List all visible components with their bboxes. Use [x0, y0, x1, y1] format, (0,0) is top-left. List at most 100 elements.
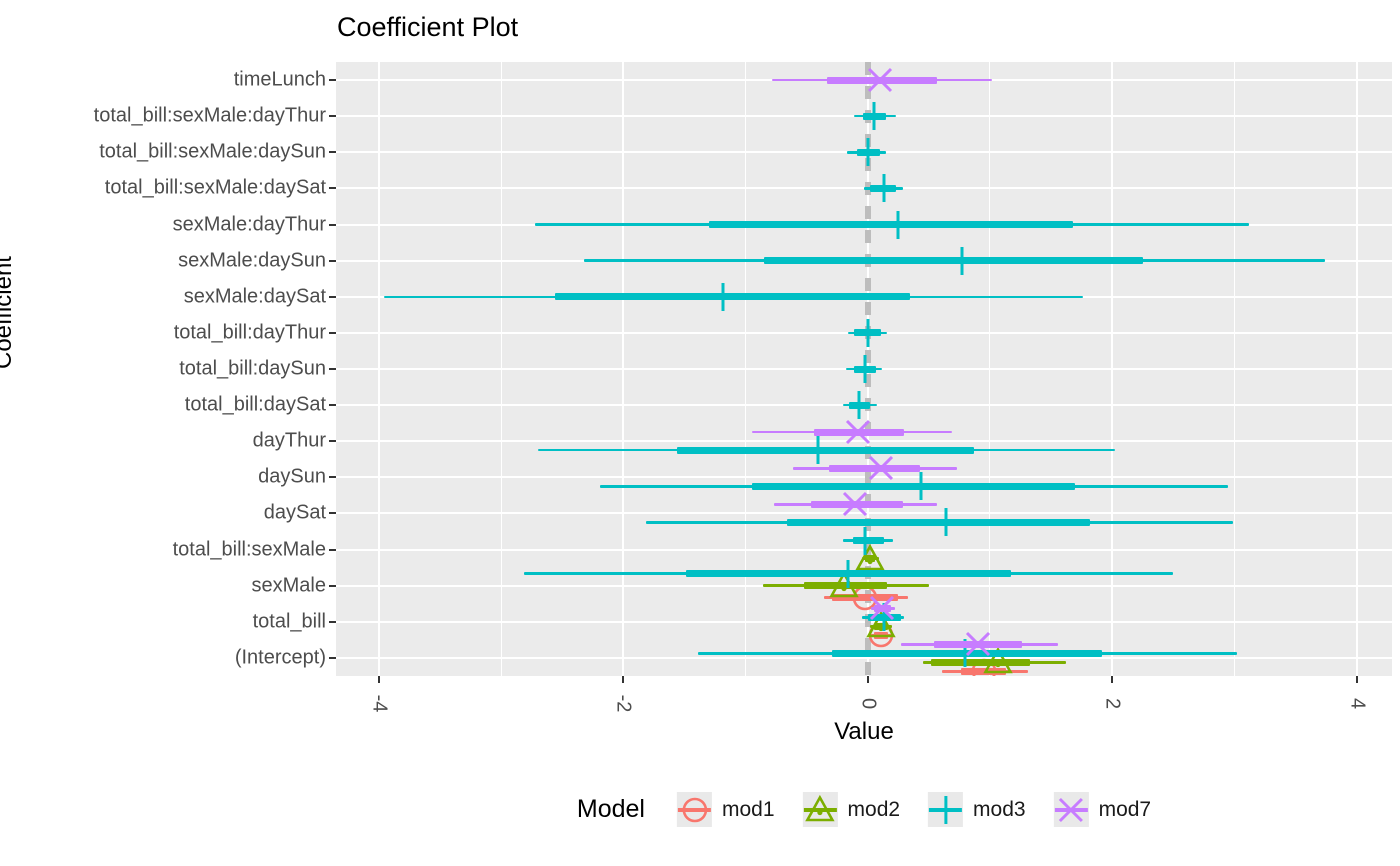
- category-label: total_bill:dayThur: [173, 321, 326, 344]
- y-axis-tick: [329, 584, 336, 587]
- legend-label-mod3: mod3: [973, 797, 1026, 821]
- legend-label-mod1: mod1: [721, 797, 775, 821]
- ci-inner-mod3: [787, 518, 1091, 526]
- legend-key-line: [677, 807, 711, 812]
- category-label: daySun: [258, 465, 326, 488]
- legend-key-mod3: [928, 792, 964, 827]
- legend-label-mod2: mod2: [847, 797, 901, 821]
- estimate-marker-mod7: [867, 67, 892, 93]
- estimate-marker-mod7: [870, 596, 895, 621]
- category-label: (Intercept): [234, 646, 326, 669]
- y-axis-tick: [329, 115, 336, 118]
- legend-entry-mod3: mod3: [928, 792, 1026, 827]
- category-label: total_bill:sexMale:dayThur: [93, 104, 326, 127]
- category-label: timeLunch: [233, 68, 326, 91]
- estimate-marker-mod2: [983, 647, 1014, 674]
- x-axis-tick: [1111, 676, 1114, 683]
- estimate-marker-mod3: [882, 174, 886, 203]
- estimate-marker-mod3: [866, 138, 870, 167]
- y-axis-tick: [329, 440, 336, 443]
- ci-inner-mod2: [804, 582, 888, 590]
- ci-inner-mod3: [853, 537, 884, 545]
- mod2-legend-icon: [805, 794, 835, 821]
- legend: Model mod1 mod2 mod3 mod7: [577, 792, 1151, 827]
- major-gridline-y: [336, 620, 1392, 623]
- estimate-marker-mod7: [869, 456, 894, 481]
- estimate-marker-mod3: [721, 282, 725, 311]
- category-label: total_bill:daySun: [179, 357, 326, 380]
- x-axis-tick: [1355, 676, 1358, 683]
- y-axis-tick: [329, 368, 336, 370]
- legend-key-mod1: [676, 792, 712, 827]
- y-axis-tick: [329, 656, 336, 659]
- major-gridline-y: [336, 656, 1392, 659]
- y-axis-tick: [329, 79, 336, 82]
- legend-label-mod7: mod7: [1098, 797, 1152, 821]
- legend-entry-mod2: mod2: [802, 792, 901, 827]
- category-label: sexMale:daySun: [178, 249, 326, 272]
- x-axis-title: Value: [834, 718, 894, 745]
- estimate-marker-mod3: [960, 246, 964, 275]
- category-label: total_bill:daySat: [184, 393, 326, 416]
- estimate-marker-mod7: [965, 632, 990, 657]
- ci-inner-mod1: [960, 667, 1006, 675]
- chart-title: Coefficient Plot: [337, 12, 519, 42]
- estimate-marker-mod3: [866, 318, 870, 347]
- y-axis-tick: [329, 331, 336, 334]
- mod7-legend-icon: [1059, 797, 1084, 822]
- minor-gridline-x: [1233, 62, 1235, 676]
- estimate-marker-mod3: [896, 210, 900, 239]
- estimate-marker-mod3: [863, 526, 867, 555]
- x-axis-tick-label: 2: [1101, 697, 1124, 710]
- major-gridline-y: [336, 440, 1392, 443]
- major-gridline-y: [336, 476, 1392, 479]
- ci-inner-mod2: [931, 658, 1031, 666]
- x-axis-tick: [377, 676, 380, 683]
- estimate-marker-mod7: [845, 420, 870, 445]
- y-axis-tick: [329, 295, 336, 298]
- x-axis-tick-label: -4: [368, 694, 391, 713]
- minor-gridline-x: [500, 62, 502, 676]
- y-axis-tick: [329, 223, 336, 226]
- plot-panel: [336, 62, 1392, 676]
- category-label: daySat: [263, 501, 326, 524]
- category-label: sexMale:dayThur: [172, 213, 326, 236]
- ci-inner-mod3: [751, 482, 1076, 490]
- x-axis-tick-label: 4: [1346, 697, 1369, 710]
- mod1-legend-icon: [682, 797, 707, 822]
- major-gridline-x: [1355, 62, 1358, 676]
- ci-inner-mod7: [828, 464, 921, 472]
- estimate-marker-mod3: [944, 508, 948, 537]
- category-label: sexMale: [251, 574, 326, 597]
- legend-title: Model: [576, 795, 645, 823]
- estimate-marker-mod2: [855, 543, 885, 570]
- major-gridline-x: [622, 62, 625, 676]
- major-gridline-x: [1111, 62, 1114, 676]
- ci-inner-mod3: [554, 293, 911, 301]
- legend-key-mod2: [802, 792, 838, 827]
- y-axis-tick: [329, 187, 336, 190]
- estimate-marker-mod3: [919, 472, 923, 501]
- estimate-marker-mod2: [829, 570, 860, 598]
- x-axis-tick: [866, 676, 869, 683]
- major-gridline-x: [377, 62, 380, 676]
- estimate-marker-mod3: [816, 436, 820, 465]
- category-label: total_bill:sexMale:daySat: [104, 176, 326, 199]
- minor-gridline-x: [989, 62, 991, 676]
- estimate-marker-mod3: [846, 559, 850, 588]
- legend-entry-mod1: mod1: [676, 792, 775, 827]
- x-axis-tick: [622, 676, 625, 683]
- estimate-marker-mod3: [872, 102, 876, 131]
- y-axis-tick: [329, 476, 336, 479]
- ci-inner-mod3: [763, 257, 1143, 265]
- category-label: dayThur: [252, 429, 326, 452]
- y-axis-tick: [329, 512, 336, 515]
- ci-inner-mod3: [708, 221, 1073, 229]
- ci-inner-mod7: [827, 76, 938, 84]
- x-axis-tick-label: 0: [857, 697, 880, 710]
- category-label: total_bill:sexMale:daySun: [99, 140, 326, 163]
- y-axis-tick: [329, 404, 336, 407]
- y-axis-tick: [329, 548, 336, 551]
- estimate-marker-mod7: [843, 492, 868, 517]
- ci-inner-mod1: [832, 594, 899, 602]
